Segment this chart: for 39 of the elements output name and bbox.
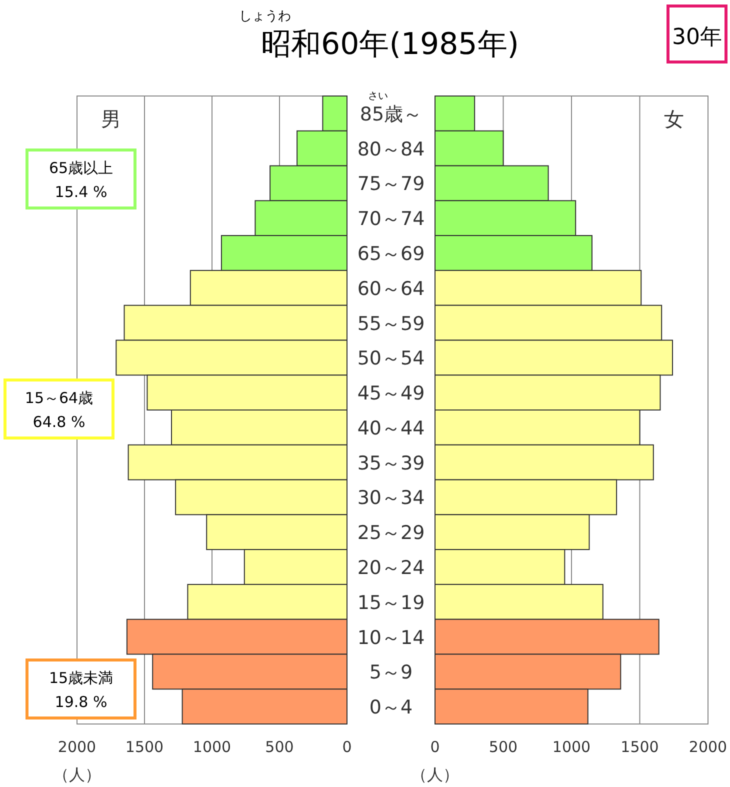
chart-title: 昭和60年(1985年) <box>261 27 519 62</box>
x-tick-label: 1000 <box>552 738 591 756</box>
y-tick-label: 55～59 <box>357 312 425 335</box>
x-axis-title: （人） <box>411 765 459 784</box>
text: 30年 <box>672 25 722 50</box>
x-tick-label: 500 <box>488 738 518 756</box>
y-tick-label: 0～4 <box>369 696 413 719</box>
x-tick-label: 500 <box>265 738 294 756</box>
annotation: 15歳未満 19.8 % <box>48 669 114 711</box>
x-tick-label: 2000 <box>688 738 728 756</box>
y-tick-label: 45～49 <box>357 382 425 405</box>
y-tick-label: 80～84 <box>357 138 425 160</box>
y-tick-label: 40～44 <box>357 417 425 440</box>
text: しょうわ <box>239 9 291 24</box>
y-tick-label: 85歳～ <box>360 103 422 126</box>
x-tick-label: 1000 <box>192 738 232 756</box>
x-tick-label: 0 <box>430 738 440 756</box>
y-tick-label: 70～74 <box>357 208 425 230</box>
annotation: 女 <box>664 107 684 131</box>
y-tick-label: 20～24 <box>357 557 425 579</box>
y-tick-label: 15～19 <box>357 592 425 614</box>
y-tick-label: 75～79 <box>357 173 425 196</box>
y-tick-label: 65～69 <box>357 243 425 265</box>
annotation: 65歳以上 15.4 % <box>48 159 114 201</box>
y-tick-label: 35～39 <box>357 452 425 474</box>
x-tick-label: 1500 <box>620 738 659 756</box>
x-tick-label: 2000 <box>58 738 96 756</box>
y-tick-label: 30～34 <box>357 487 425 510</box>
text: さい <box>368 91 388 102</box>
y-tick-label: 25～29 <box>357 522 425 544</box>
x-tick-label: 1500 <box>125 738 164 756</box>
annotation: 男 <box>101 107 121 131</box>
x-tick-label: 0 <box>342 738 352 756</box>
y-tick-label: 50～54 <box>357 348 425 370</box>
y-tick-label: 60～64 <box>357 278 425 300</box>
annotation: 15～64歳 64.8 % <box>24 389 94 431</box>
y-tick-label: 10～14 <box>357 626 425 649</box>
y-tick-label: 5～9 <box>369 662 413 684</box>
x-axis-title: （人） <box>53 765 101 784</box>
